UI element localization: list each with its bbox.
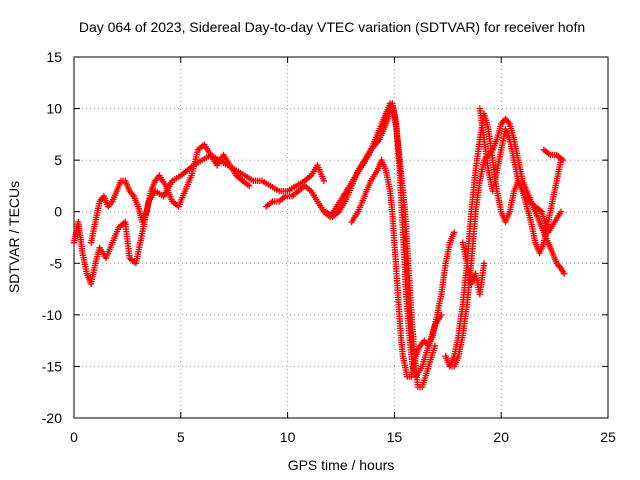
series-sat-e bbox=[348, 156, 458, 380]
data-points-sat-h bbox=[476, 105, 565, 236]
series-sat-b bbox=[87, 141, 253, 246]
x-tick-label: 10 bbox=[280, 429, 296, 445]
data-marks bbox=[70, 100, 568, 391]
grid-lines bbox=[74, 57, 608, 418]
series-sat-c bbox=[263, 100, 445, 380]
y-tick-label: 15 bbox=[46, 49, 62, 65]
x-axis-label: GPS time / hours bbox=[288, 457, 395, 473]
series-sat-f bbox=[442, 115, 568, 370]
x-tick-label: 15 bbox=[387, 429, 403, 445]
series-sat-d bbox=[322, 100, 439, 391]
data-points-sat-i bbox=[459, 239, 488, 298]
series-sat-h bbox=[476, 105, 565, 236]
x-tick-label: 20 bbox=[493, 429, 509, 445]
y-axis-label: SDTVAR / TECUs bbox=[6, 181, 22, 293]
series-sat-i bbox=[459, 239, 488, 298]
series-sat-a bbox=[70, 151, 328, 288]
y-tick-label: -20 bbox=[42, 410, 62, 426]
data-points-sat-e bbox=[348, 156, 458, 380]
y-tick-label: 10 bbox=[46, 101, 62, 117]
x-tick-label: 0 bbox=[70, 429, 78, 445]
x-tick-label: 5 bbox=[177, 429, 185, 445]
data-points-sat-f bbox=[442, 115, 568, 370]
x-tick-label: 25 bbox=[600, 429, 616, 445]
data-points-sat-j bbox=[540, 146, 567, 164]
y-tick-label: 0 bbox=[54, 204, 62, 220]
y-tick-label: 5 bbox=[54, 152, 62, 168]
series-sat-j bbox=[540, 146, 567, 164]
axis-ticks: 0 5 10 15 20 25 -20 -15 -10 -5 0 5 10 15 bbox=[42, 49, 616, 445]
y-tick-label: -15 bbox=[42, 358, 62, 374]
y-tick-label: -5 bbox=[50, 255, 63, 271]
chart-title: Day 064 of 2023, Sidereal Day-to-day VTE… bbox=[79, 19, 585, 35]
data-points-sat-d bbox=[322, 100, 439, 391]
data-points-sat-c bbox=[263, 100, 445, 380]
y-tick-label: -10 bbox=[42, 307, 62, 323]
data-points-sat-b bbox=[87, 141, 253, 246]
plot-frame bbox=[73, 56, 609, 419]
data-points-sat-a bbox=[70, 151, 328, 288]
